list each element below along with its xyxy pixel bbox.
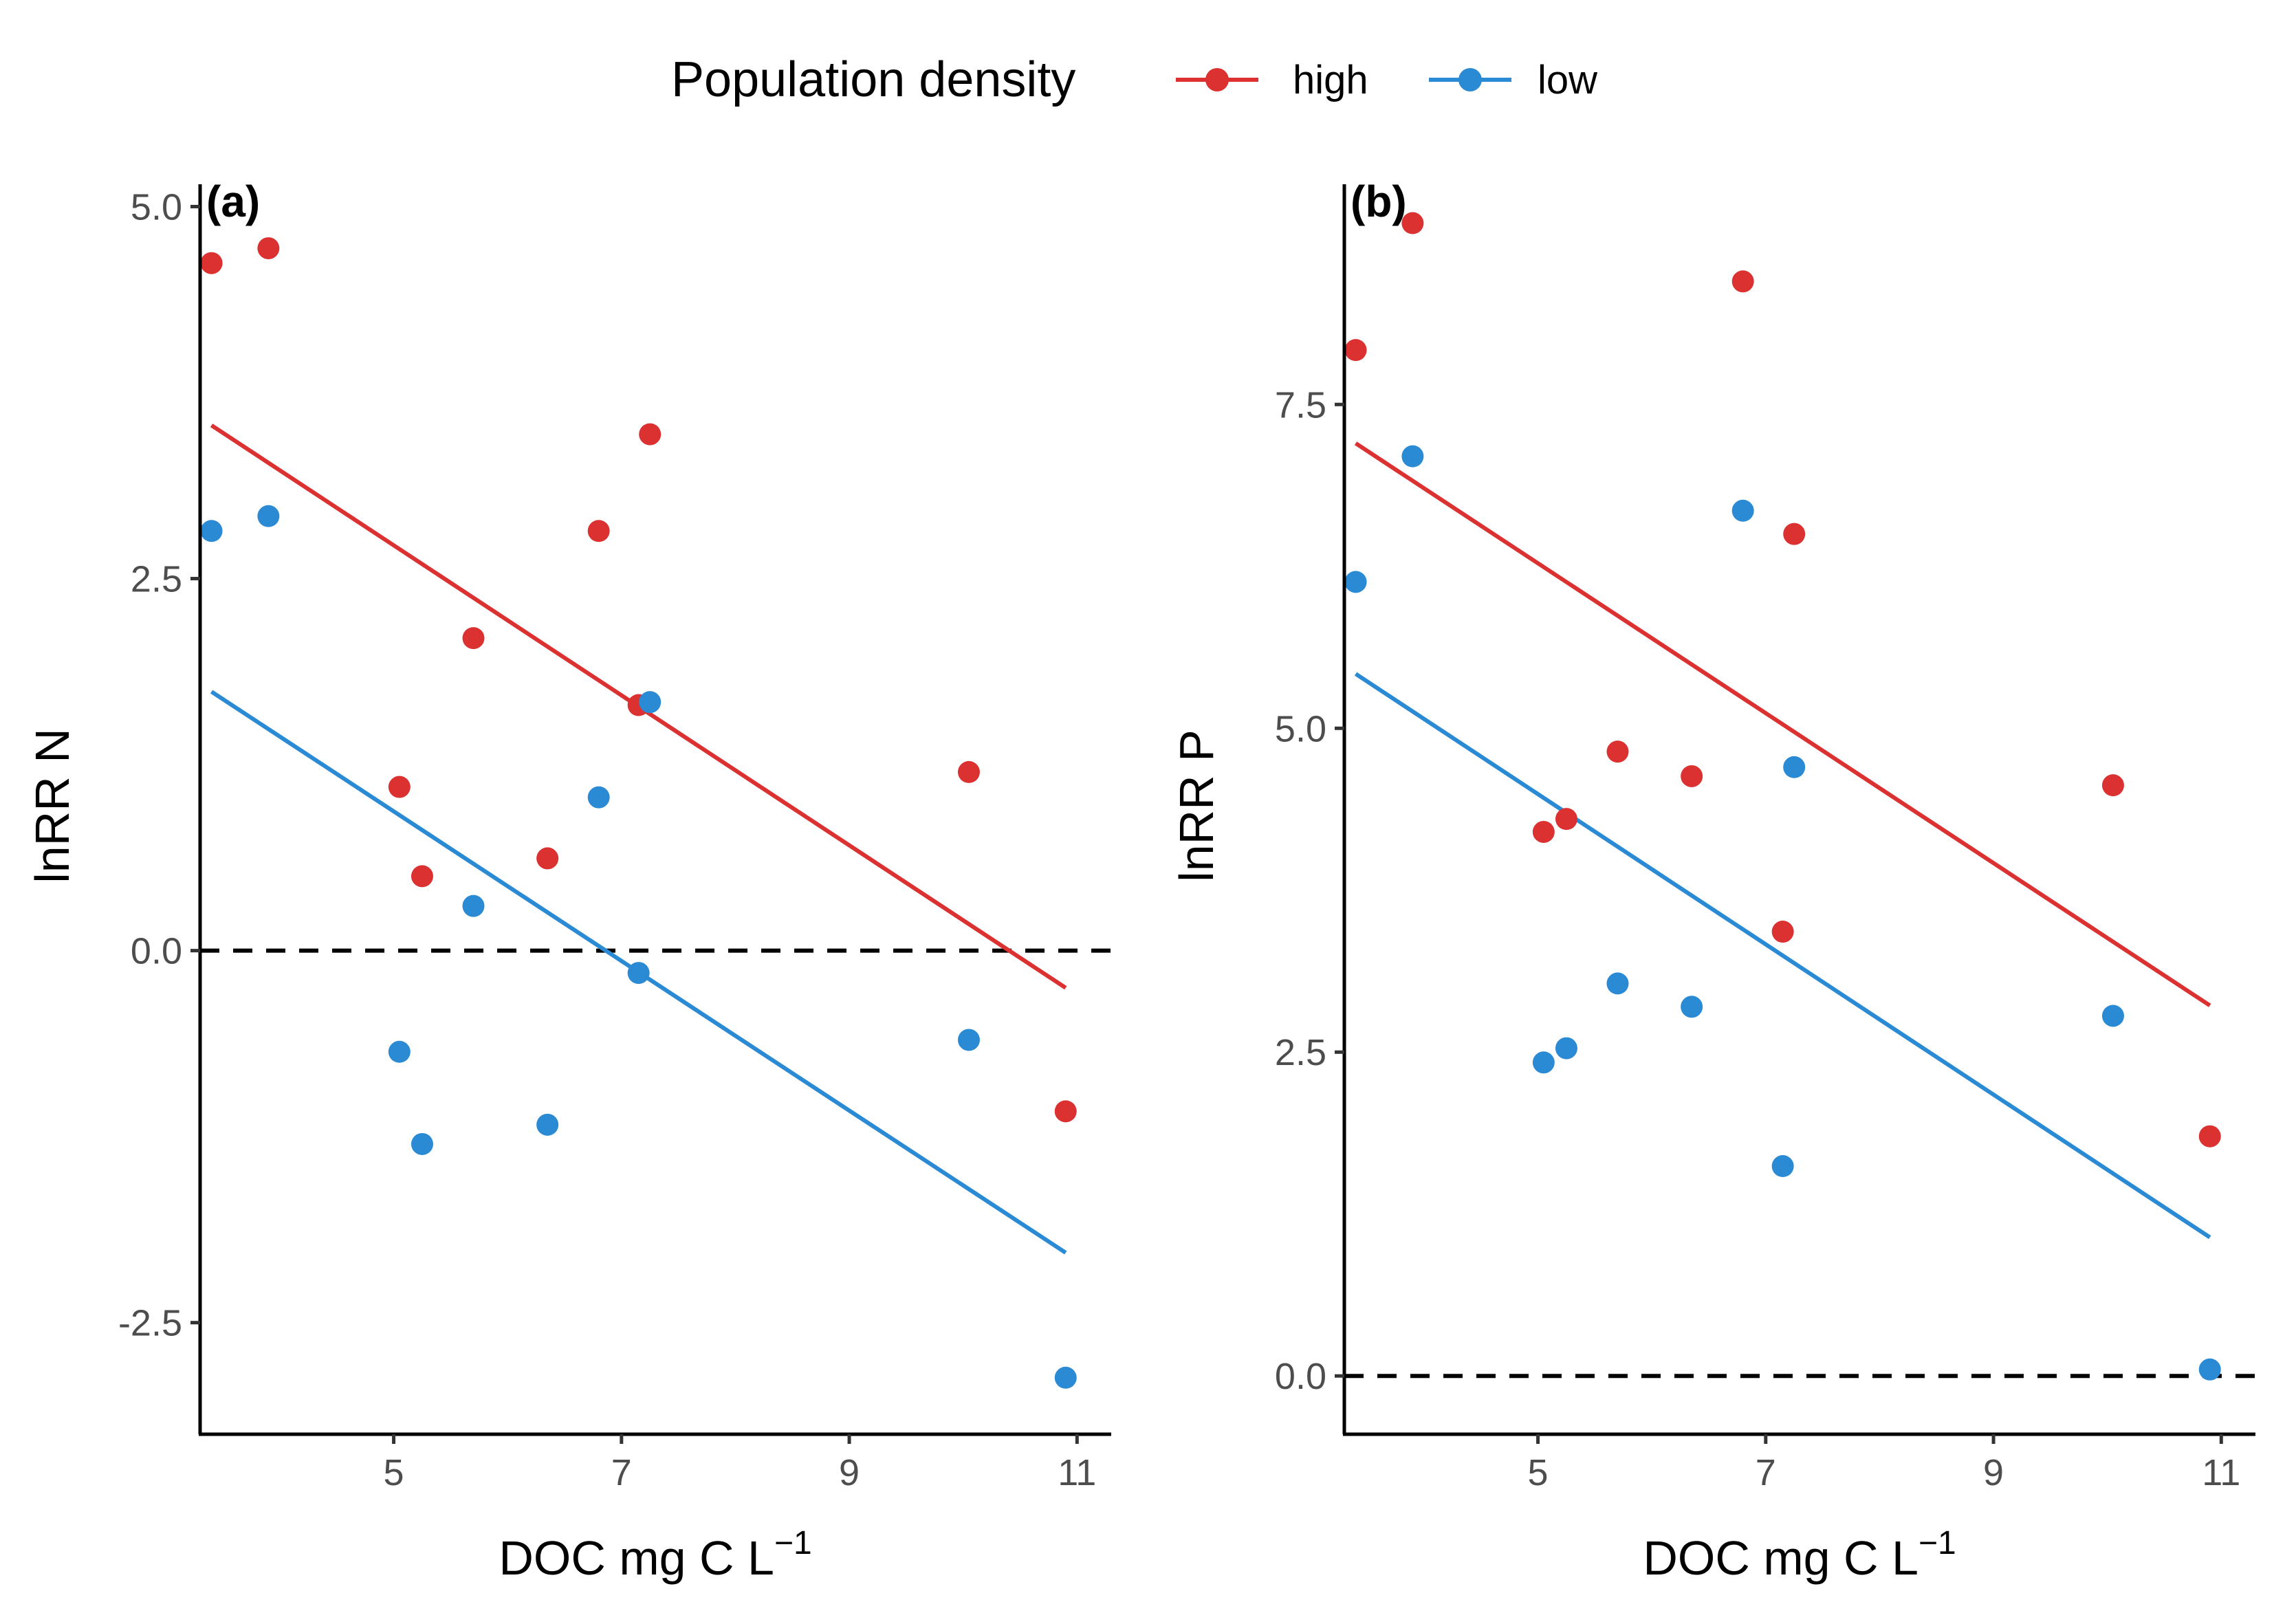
panel-a-point-high — [462, 627, 485, 650]
panel-a-point-high — [388, 776, 411, 798]
legend: Population density high low — [671, 52, 1598, 107]
panel-b-point-high — [1401, 212, 1424, 234]
panel-b-point-low — [1731, 499, 1754, 522]
panel-b-tag: (b) — [1351, 177, 1407, 226]
panel-b-point-low — [1532, 1051, 1555, 1074]
panel-b-y-tick-label: 2.5 — [1275, 1032, 1326, 1073]
panel-b-point-high — [2101, 774, 2124, 797]
panel-a-y-tick-label: -2.5 — [118, 1303, 182, 1344]
panel-a-marks — [200, 237, 1111, 1389]
panel-a-point-low — [639, 691, 662, 714]
panel-b-x-tick-label: 7 — [1756, 1452, 1776, 1493]
panel-b-x-tick-label: 9 — [1983, 1452, 2004, 1493]
panel-b-point-low — [2198, 1358, 2221, 1381]
panel-b-point-low — [1401, 445, 1424, 468]
panel-b-ticks: 0.0 2.5 5.0 7.5 5 7 9 11 — [1275, 384, 2240, 1493]
legend-title: Population density — [671, 52, 1075, 107]
panel-b-point-low — [1771, 1155, 1794, 1178]
panel-b-fit-line-low — [1354, 672, 2211, 1240]
panel-a-point-low — [1054, 1366, 1077, 1389]
panel-a-point-low — [627, 962, 650, 985]
legend-label-high: high — [1293, 58, 1368, 102]
panel-a: -2.5 0.0 2.5 5.0 5 7 9 11 (a) lnRR N DOC mg C L… — [25, 177, 1111, 1585]
panel-a-point-high — [587, 520, 610, 542]
panel-b-point-high — [1681, 765, 1703, 787]
panel-a-ticks: -2.5 0.0 2.5 5.0 5 7 9 11 — [118, 186, 1096, 1493]
panel-b-y-tick-label: 0.0 — [1275, 1356, 1326, 1397]
panel-a-point-low — [411, 1132, 433, 1155]
panel-a-y-tick-label: 0.0 — [131, 931, 182, 972]
panel-b-point-high — [1555, 808, 1577, 831]
panel-b-point-high — [1783, 523, 1806, 545]
panel-a-point-low — [388, 1040, 411, 1063]
panel-a-x-axis-title-sup: −1 — [774, 1525, 812, 1561]
panel-a-x-tick-label: 5 — [384, 1452, 404, 1493]
panel-b-y-tick-label: 7.5 — [1275, 384, 1326, 426]
panel-b-point-low — [1681, 996, 1703, 1018]
panel-b-point-low — [1606, 972, 1629, 995]
panel-a-point-low — [257, 505, 280, 527]
panel-a-x-axis-title-main: DOC mg C L — [499, 1531, 774, 1585]
panel-b-point-low — [1783, 756, 1806, 778]
panel-a-point-low — [462, 895, 485, 917]
panel-a-x-tick-label: 11 — [1058, 1452, 1096, 1493]
panel-a-x-tick-label: 7 — [611, 1452, 632, 1493]
panel-b-y-axis-title: lnRR P — [1170, 729, 1223, 882]
panel-b-point-high — [1771, 921, 1794, 943]
panel-a-point-low — [587, 786, 610, 809]
legend-key-high: high — [1176, 58, 1368, 102]
panel-a-point-high — [536, 847, 559, 870]
panel-a-point-high — [200, 252, 223, 274]
legend-key-low: low — [1429, 58, 1598, 102]
panel-b-y-tick-label: 5.0 — [1275, 708, 1326, 749]
panel-b-point-low — [1555, 1037, 1577, 1060]
panel-a-point-high — [957, 760, 980, 783]
panel-a-point-high — [1054, 1100, 1077, 1123]
panel-a-point-low — [200, 520, 223, 542]
panel-b-fit-line-high — [1354, 441, 2211, 1007]
panel-b-x-axis-title-main: DOC mg C L — [1643, 1531, 1918, 1585]
panel-a-point-high — [639, 423, 662, 446]
panel-b-point-high — [1731, 270, 1754, 293]
legend-point-high — [1205, 68, 1229, 91]
panel-a-point-low — [536, 1113, 559, 1136]
panel-b-point-high — [1532, 820, 1555, 843]
panel-b-marks — [1344, 212, 2255, 1381]
panel-b-point-high — [2198, 1125, 2221, 1148]
panel-b-x-tick-label: 11 — [2202, 1452, 2240, 1493]
panel-a-x-tick-label: 9 — [839, 1452, 860, 1493]
panel-b-x-tick-label: 5 — [1528, 1452, 1549, 1493]
panel-a-point-high — [257, 237, 280, 260]
panel-a-y-tick-label: 5.0 — [131, 186, 182, 228]
panel-a-y-tick-label: 2.5 — [131, 559, 182, 600]
panel-b-point-low — [1344, 571, 1367, 593]
legend-point-low — [1458, 68, 1482, 91]
panel-b-x-axis-title: DOC mg C L−1 — [1643, 1525, 1956, 1585]
panel-b-point-low — [2101, 1005, 2124, 1027]
panel-a-y-axis-title: lnRR N — [25, 728, 79, 884]
panel-b-x-axis-title-sup: −1 — [1918, 1525, 1956, 1561]
panel-b-point-high — [1606, 740, 1629, 763]
panel-a-tag: (a) — [206, 177, 260, 226]
panel-a-point-high — [411, 865, 433, 888]
legend-label-low: low — [1538, 58, 1598, 102]
panel-a-x-axis-title: DOC mg C L−1 — [499, 1525, 811, 1585]
panel-a-point-low — [957, 1029, 980, 1051]
panel-b: 0.0 2.5 5.0 7.5 5 7 9 11 (b) lnRR P DOC mg C L−… — [1170, 177, 2255, 1585]
panel-b-point-high — [1344, 339, 1367, 362]
